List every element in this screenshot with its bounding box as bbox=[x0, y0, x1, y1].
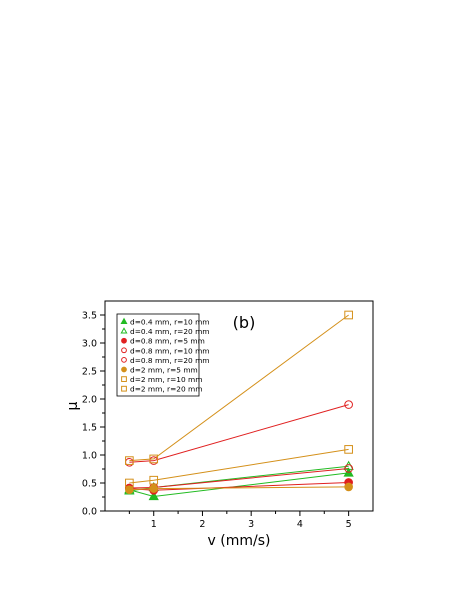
series-line-1 bbox=[129, 472, 349, 497]
data-point-series-8 bbox=[149, 454, 159, 464]
y-axis-ticks: 0.0 0.5 1.0 1.5 2.0 2.5 3.0 3.5 bbox=[82, 311, 105, 518]
legend: d=0.4 mm, r=10 mmd=0.4 mm, r=20 mmd=0.8 … bbox=[116, 313, 209, 397]
legend-box bbox=[116, 313, 200, 397]
y-axis-label: μ bbox=[65, 401, 81, 410]
legend-label-8: d=2 mm, r=20 mm bbox=[130, 385, 202, 394]
plot-area bbox=[104, 300, 374, 512]
legend-marker-5 bbox=[121, 357, 127, 363]
data-point-series-7 bbox=[125, 478, 134, 488]
x-axis-ticks: 1 2 3 4 5 bbox=[128, 511, 352, 530]
legend-label-3: d=0.8 mm, r=5 mm bbox=[130, 337, 205, 346]
data-point-series-8 bbox=[344, 310, 353, 320]
data-point-series-1 bbox=[148, 490, 159, 501]
series-line-8 bbox=[129, 314, 349, 462]
legend-marker-2 bbox=[120, 327, 128, 334]
y-tick-label: 1.5 bbox=[82, 423, 97, 434]
legend-label-7: d=2 mm, r=10 mm bbox=[130, 375, 202, 384]
data-point-series-5 bbox=[344, 464, 353, 473]
data-point-series-4 bbox=[344, 400, 353, 409]
plot-frame bbox=[104, 300, 374, 512]
data-point-series-6 bbox=[344, 482, 353, 492]
x-axis-label: v (mm/s) bbox=[208, 533, 271, 549]
y-tick-label: 3.5 bbox=[82, 311, 97, 322]
x-tick-label: 4 bbox=[297, 519, 303, 530]
legend-marker-3 bbox=[121, 337, 127, 344]
legend-label-1: d=0.4 mm, r=10 mm bbox=[130, 318, 209, 327]
legend-marker-7 bbox=[121, 376, 127, 382]
data-point-series-6 bbox=[125, 485, 134, 495]
y-tick-label: 2.0 bbox=[82, 395, 97, 406]
x-tick-label: 1 bbox=[151, 519, 157, 530]
legend-marker-8 bbox=[121, 385, 127, 392]
legend-label-2: d=0.4 mm, r=20 mm bbox=[130, 327, 209, 336]
legend-label-4: d=0.8 mm, r=10 mm bbox=[130, 346, 209, 355]
x-tick-label: 5 bbox=[346, 519, 352, 530]
data-point-series-6 bbox=[149, 484, 159, 493]
series-line-4 bbox=[129, 404, 349, 463]
y-tick-label: 0.5 bbox=[82, 479, 97, 490]
legend-label-6: d=2 mm, r=5 mm bbox=[130, 366, 198, 375]
y-tick-label: 3.0 bbox=[82, 339, 97, 350]
y-tick-label: 0.0 bbox=[82, 507, 97, 518]
legend-marker-4 bbox=[121, 347, 127, 354]
legend-marker-1 bbox=[120, 317, 128, 324]
panel-label: (b) bbox=[233, 313, 256, 332]
x-tick-label: 3 bbox=[248, 519, 254, 530]
series-line-7 bbox=[129, 448, 349, 484]
legend-marker-6 bbox=[121, 366, 127, 373]
data-point-series-7 bbox=[344, 445, 353, 454]
x-tick-label: 2 bbox=[199, 519, 205, 530]
y-tick-label: 2.5 bbox=[82, 367, 97, 378]
data-point-series-8 bbox=[125, 456, 134, 465]
y-tick-label: 1.0 bbox=[82, 451, 97, 462]
legend-label-5: d=0.8 mm, r=20 mm bbox=[130, 356, 209, 365]
data-point-series-7 bbox=[149, 475, 159, 485]
